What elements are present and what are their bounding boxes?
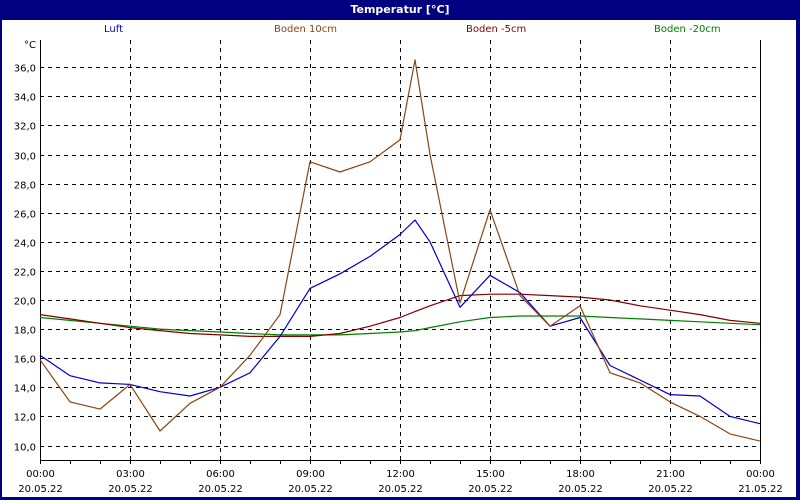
y-tick-label: 18,0	[14, 326, 36, 337]
legend-boden-20cm: Boden -20cm	[654, 24, 721, 35]
x-tick-time: 15:00	[476, 469, 505, 480]
legend-luft: Luft	[104, 24, 123, 35]
y-tick-label: 28,0	[14, 181, 36, 192]
x-tick-date: 20.05.22	[648, 484, 693, 495]
y-tick-label: 32,0	[14, 122, 36, 133]
x-tick-time: 18:00	[566, 469, 595, 480]
y-tick-label: 14,0	[14, 384, 36, 395]
x-tick-time: 00:00	[26, 469, 55, 480]
x-tick-time: 03:00	[116, 469, 145, 480]
x-tick-date: 20.05.22	[18, 484, 63, 495]
y-tick-label: 16,0	[14, 355, 36, 366]
x-tick-time: 00:00	[746, 469, 775, 480]
legend-boden-10cm: Boden 10cm	[274, 24, 337, 35]
y-tick-label: 24,0	[14, 239, 36, 250]
x-tick-time: 21:00	[656, 469, 685, 480]
y-tick-label: 34,0	[14, 93, 36, 104]
chart-title: Temperatur [°C]	[350, 3, 450, 16]
y-tick-label: 12,0	[14, 413, 36, 424]
x-tick-time: 12:00	[386, 469, 415, 480]
x-tick-date: 20.05.22	[558, 484, 603, 495]
y-tick-label: 20,0	[14, 297, 36, 308]
y-tick-label: 30,0	[14, 152, 36, 163]
y-tick-label: 22,0	[14, 268, 36, 279]
x-tick-time: 09:00	[296, 469, 325, 480]
x-tick-date: 20.05.22	[468, 484, 513, 495]
x-tick-date: 21.05.22	[738, 484, 783, 495]
x-tick-date: 20.05.22	[288, 484, 333, 495]
series-boden-20cm	[39, 315, 761, 336]
x-tick-time: 06:00	[206, 469, 235, 480]
series-boden-10cm	[39, 59, 761, 442]
series-boden-5cm	[39, 293, 761, 337]
series-luft	[39, 219, 761, 425]
x-tick-date: 20.05.22	[378, 484, 423, 495]
y-unit-label: °C	[24, 40, 36, 51]
chart-panel	[2, 20, 796, 497]
x-tick-date: 20.05.22	[198, 484, 243, 495]
legend-boden-5cm: Boden -5cm	[466, 24, 527, 35]
y-tick-label: 26,0	[14, 210, 36, 221]
y-tick-label: 10,0	[14, 443, 36, 454]
y-tick-label: 36,0	[14, 64, 36, 75]
x-tick-date: 20.05.22	[108, 484, 153, 495]
